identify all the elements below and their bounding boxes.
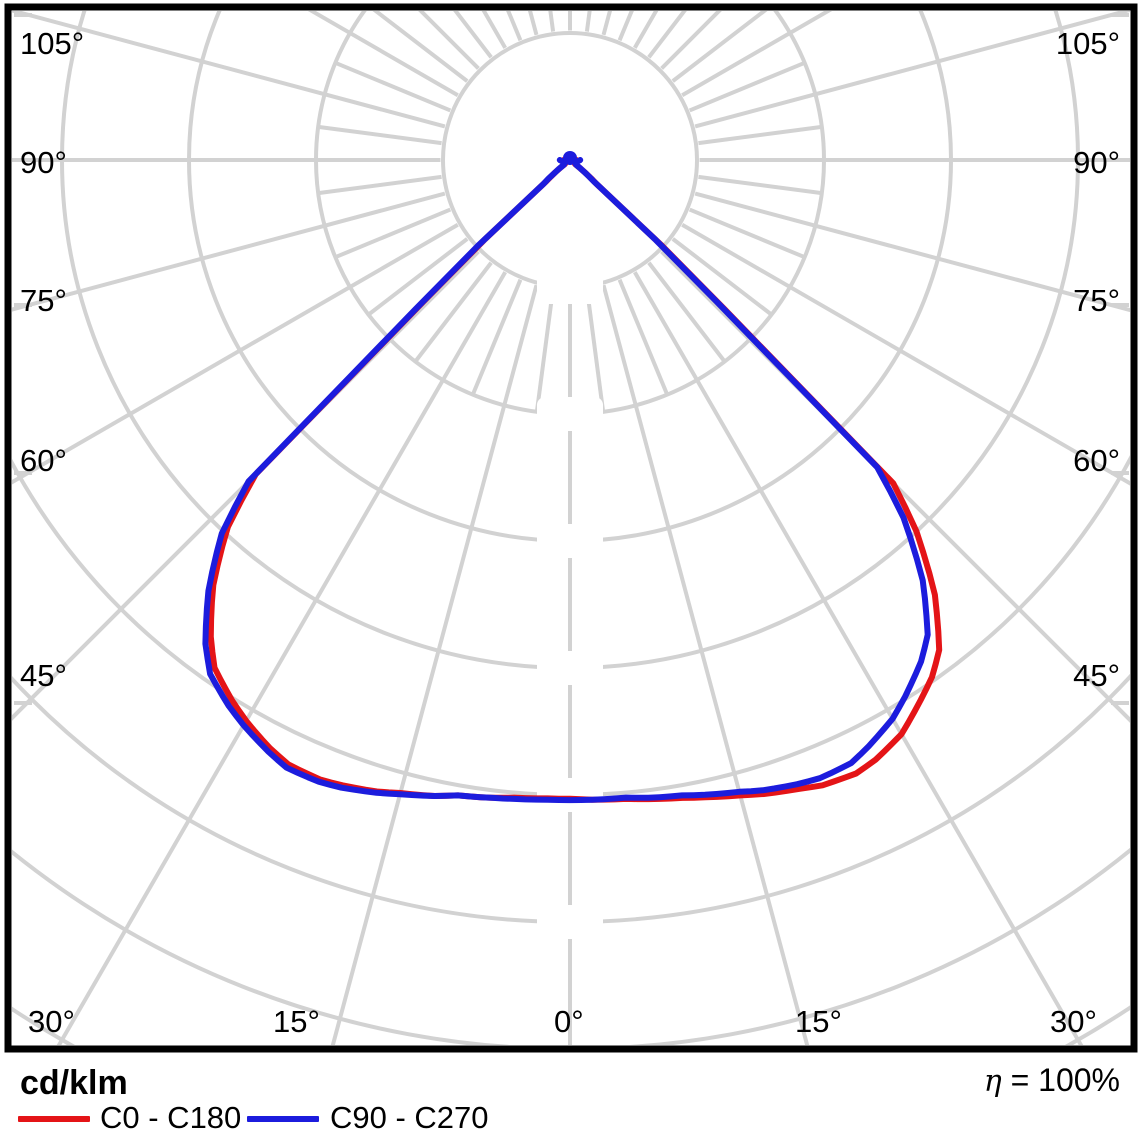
angle-label-right-45°: 45° — [1073, 658, 1120, 693]
radial-value-box — [537, 651, 603, 685]
angle-label-left-60°: 60° — [20, 443, 67, 478]
angle-label-right-60°: 60° — [1073, 443, 1120, 478]
angle-label-left-105°: 105° — [20, 26, 85, 61]
angle-label-left-75°: 75° — [20, 283, 67, 318]
efficiency-label: η = 100% — [984, 1062, 1120, 1099]
legend: C0 - C180 C90 - C270 — [0, 1102, 1143, 1136]
radial-value-box — [537, 397, 603, 431]
angle-label-bottom-3: 15° — [795, 1004, 842, 1039]
radial-value-box — [537, 778, 603, 812]
eta-equals: = — [1001, 1062, 1039, 1098]
eta-symbol: η — [983, 1064, 1002, 1099]
angle-label-left-45°: 45° — [20, 658, 67, 693]
angle-label-bottom-2: 0° — [554, 1004, 584, 1039]
footer: cd/klm η = 100% C0 - C180 C90 - C270 — [0, 1058, 1143, 1143]
angle-label-bottom-0: 30° — [28, 1004, 75, 1039]
center-dot — [563, 151, 577, 165]
radial-value-box — [537, 905, 603, 939]
legend-label-c90-c270: C90 - C270 — [330, 1100, 489, 1135]
angle-label-bottom-4: 30° — [1050, 1004, 1097, 1039]
angle-label-right-105°: 105° — [1055, 26, 1120, 61]
angle-label-left-90°: 90° — [20, 145, 67, 180]
eta-value: 100% — [1038, 1062, 1120, 1098]
curve-c0-c180 — [207, 157, 943, 803]
angle-label-bottom-1: 15° — [273, 1004, 320, 1039]
plot-frame — [4, 3, 1138, 1053]
legend-swatch-c0-c180 — [18, 1116, 90, 1122]
legend-label-c0-c180: C0 - C180 — [100, 1100, 242, 1135]
angle-label-right-75°: 75° — [1073, 283, 1120, 318]
legend-swatch-c90-c270 — [247, 1116, 319, 1122]
curve-c90-c270 — [202, 157, 931, 804]
radial-value-box — [537, 270, 603, 304]
radial-unit-label: cd/klm — [20, 1064, 128, 1102]
radial-value-box — [537, 524, 603, 558]
angle-label-right-90°: 90° — [1073, 145, 1120, 180]
intensity-curves — [202, 151, 943, 804]
